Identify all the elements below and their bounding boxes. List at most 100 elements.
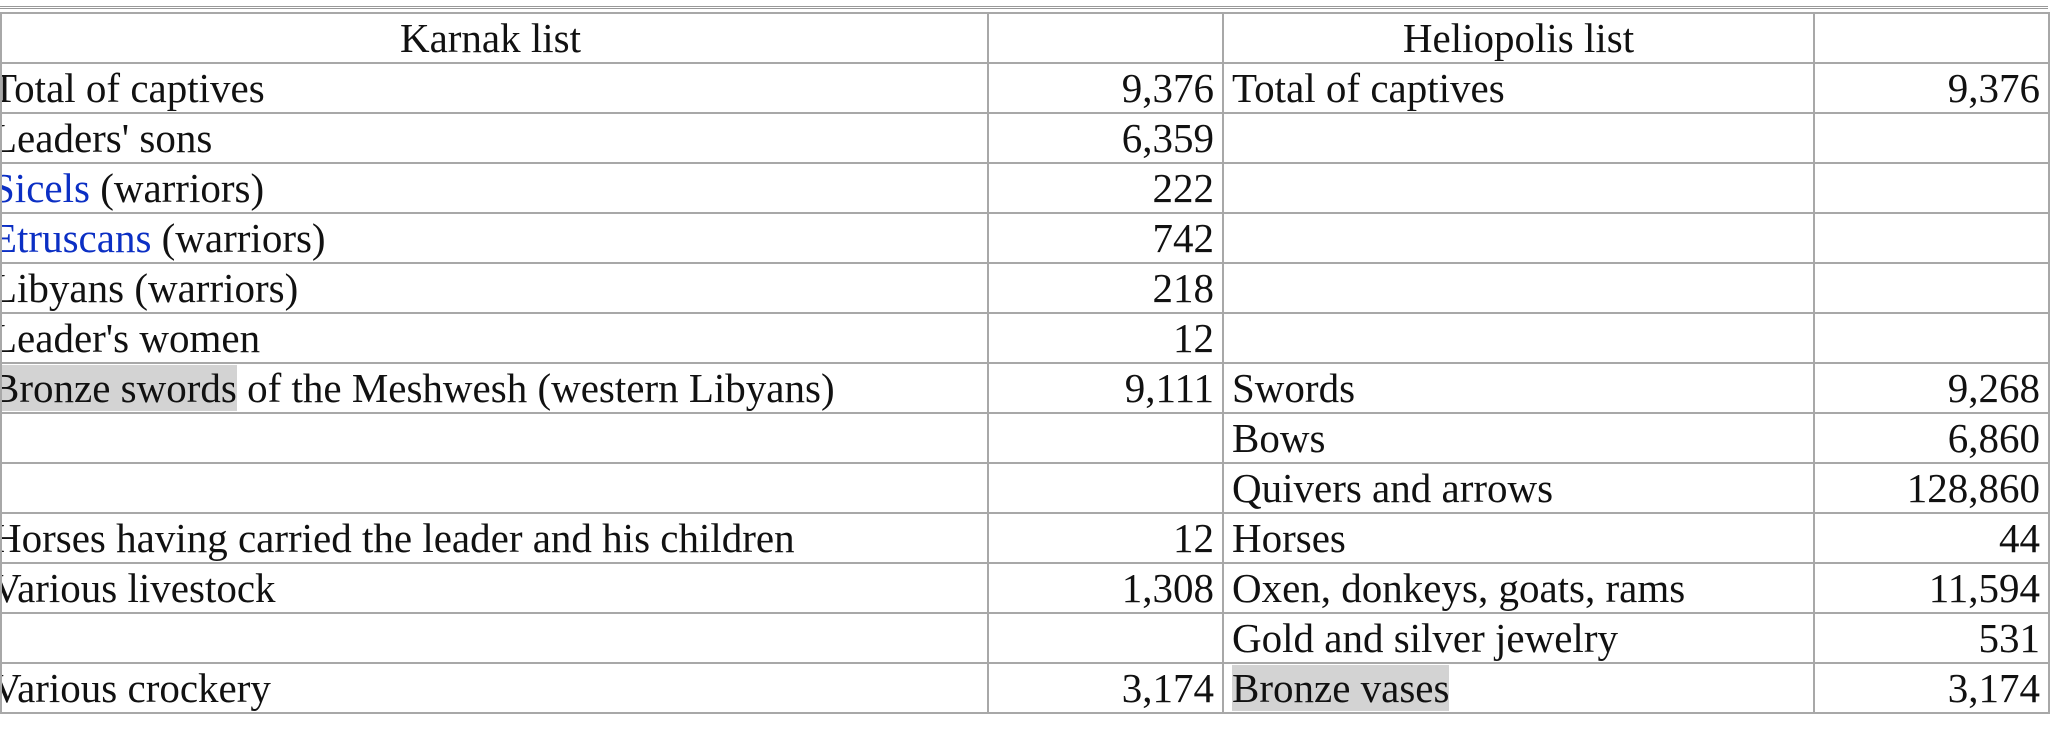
cell-content: Sicels (warriors)	[1, 165, 265, 211]
cell-content: Horses having carried the leader and his…	[3, 515, 795, 561]
header-cell: Heliopolis list	[1222, 12, 1815, 64]
table-cell: Various crockery	[0, 662, 989, 714]
table-cell: Leader's women	[0, 312, 989, 364]
item-label: Total of captives	[1232, 65, 1505, 111]
table-cell: 44	[1813, 512, 2050, 564]
cell-content: Oxen, donkeys, goats, rams	[1232, 565, 1685, 611]
table-cell: 742	[987, 212, 1224, 264]
table-row: Horses having carried the leader and his…	[0, 512, 2050, 564]
cell-content: Bows	[1232, 415, 1325, 461]
count: 9,268	[1947, 365, 2040, 411]
table-cell	[1813, 162, 2050, 214]
count: 9,376	[1947, 65, 2040, 111]
table-row: Various livestock 1,308 Oxen, donkeys, goa…	[0, 562, 2050, 614]
cell-content: Bronze vases	[1232, 665, 1450, 711]
cell-content: 742	[1153, 215, 1215, 261]
cell-content: 3,174	[1122, 665, 1214, 711]
count: 44	[1999, 515, 2040, 561]
table-cell: Oxen, donkeys, goats, rams	[1222, 562, 1815, 614]
item-label: Swords	[1232, 365, 1356, 411]
table-cell	[1222, 162, 1815, 214]
comparison-table: Karnak list Heliopolis list Total of capti…	[0, 12, 2050, 714]
item-label: (warriors)	[89, 165, 265, 211]
table-cell: Bronze vases	[1222, 662, 1815, 714]
table-row: Sicels (warriors) 222	[0, 162, 2050, 214]
count: 9,376	[1121, 65, 1214, 111]
item-label: Total of captives	[1, 65, 265, 111]
cell-content: Horses	[1232, 515, 1346, 561]
cell-content: 11,594	[1929, 565, 2040, 611]
table-cell: Etruscans (warriors)	[0, 212, 989, 264]
table-row: Total of captives 9,376 Total of captives 9…	[0, 62, 2050, 114]
table-row: Bronze swords of the Meshwesh (western L…	[0, 362, 2050, 414]
table-cell: Sicels (warriors)	[0, 162, 989, 214]
table-cell: 11,594	[1813, 562, 2050, 614]
table-cell: 12	[987, 512, 1224, 564]
table-cell	[987, 462, 1224, 514]
cell-content: Leaders' sons	[1, 115, 213, 161]
cell-content: 9,268	[1948, 365, 2040, 411]
cell-content: Total of captives	[1, 65, 265, 111]
cell-content: Etruscans (warriors)	[1, 215, 326, 261]
table-cell: 9,376	[987, 62, 1224, 114]
cell-content: Gold and silver jewelry	[1232, 615, 1618, 661]
table-row: Bows 6,860	[0, 412, 2050, 464]
table-cell	[987, 612, 1224, 664]
header-row: Karnak list Heliopolis list	[0, 12, 2050, 64]
item-label: Oxen, donkeys, goats, rams	[1232, 565, 1686, 611]
item-label: Leaders' sons	[1, 115, 213, 161]
table-cell	[1813, 112, 2050, 164]
table-cell: Total of captives	[1222, 62, 1815, 114]
table-cell: Horses having carried the leader and his…	[0, 512, 989, 564]
cell-content: Quivers and arrows	[1232, 465, 1553, 511]
link[interactable]: Etruscans	[1, 215, 152, 261]
cell-content: Leader's women	[3, 315, 260, 361]
table-cell	[1222, 112, 1815, 164]
table-cell: 3,174	[1813, 662, 2050, 714]
table-cell: 218	[987, 262, 1224, 314]
table-cell: Gold and silver jewelry	[1222, 612, 1815, 664]
table-cell: Swords	[1222, 362, 1815, 414]
table-cell: Bronze swords of the Meshwesh (western L…	[0, 362, 989, 414]
table-row: Libyans (warriors) 218	[0, 262, 2050, 314]
cell-content: 9,376	[1122, 65, 1214, 111]
count: 3,174	[1947, 665, 2040, 711]
cell-content: 12	[1173, 315, 1214, 361]
column-header: Karnak list	[399, 15, 582, 61]
table-cell: Libyans (warriors)	[0, 262, 989, 314]
highlighted-text: Bronze vases	[1232, 665, 1450, 711]
cell-content: 12	[1173, 515, 1214, 561]
table-cell	[1813, 262, 2050, 314]
table-cell: Various livestock	[0, 562, 989, 614]
count: 3,174	[1121, 665, 1214, 711]
item-label: Bows	[1232, 415, 1326, 461]
count: 742	[1152, 215, 1215, 261]
table-cell: 6,359	[987, 112, 1224, 164]
item-label: Libyans (warriors)	[1, 265, 299, 311]
cell-content: Bronze swords of the Meshwesh (western L…	[3, 365, 835, 411]
table-cell	[1813, 212, 2050, 264]
table-row: Gold and silver jewelry 531	[0, 612, 2050, 664]
count: 128,860	[1906, 465, 2040, 511]
cell-content: 44	[1999, 515, 2040, 561]
table-cell: 6,860	[1813, 412, 2050, 464]
cell-content: 3,174	[1948, 665, 2040, 711]
table-cell: 128,860	[1813, 462, 2050, 514]
cell-content: Total of captives	[1232, 65, 1505, 111]
item-label: of the Meshwesh (western Libyans)	[236, 365, 835, 411]
cell-content: Swords	[1232, 365, 1355, 411]
link[interactable]: Sicels	[1, 165, 90, 211]
table-row: Various crockery 3,174 Bronze vases 3,174	[0, 662, 2050, 714]
count: 531	[1978, 615, 2041, 661]
table-cell: Quivers and arrows	[1222, 462, 1815, 514]
column-header: Heliopolis list	[1402, 15, 1635, 61]
header-cell	[987, 12, 1224, 64]
table-cell	[0, 612, 989, 664]
table-cell: 9,111	[987, 362, 1224, 414]
table-cell: 531	[1813, 612, 2050, 664]
table-cell: 9,268	[1813, 362, 2050, 414]
header-cell	[1813, 12, 2050, 64]
table-row: Leader's women 12	[0, 312, 2050, 364]
item-label: (warriors)	[151, 215, 326, 261]
